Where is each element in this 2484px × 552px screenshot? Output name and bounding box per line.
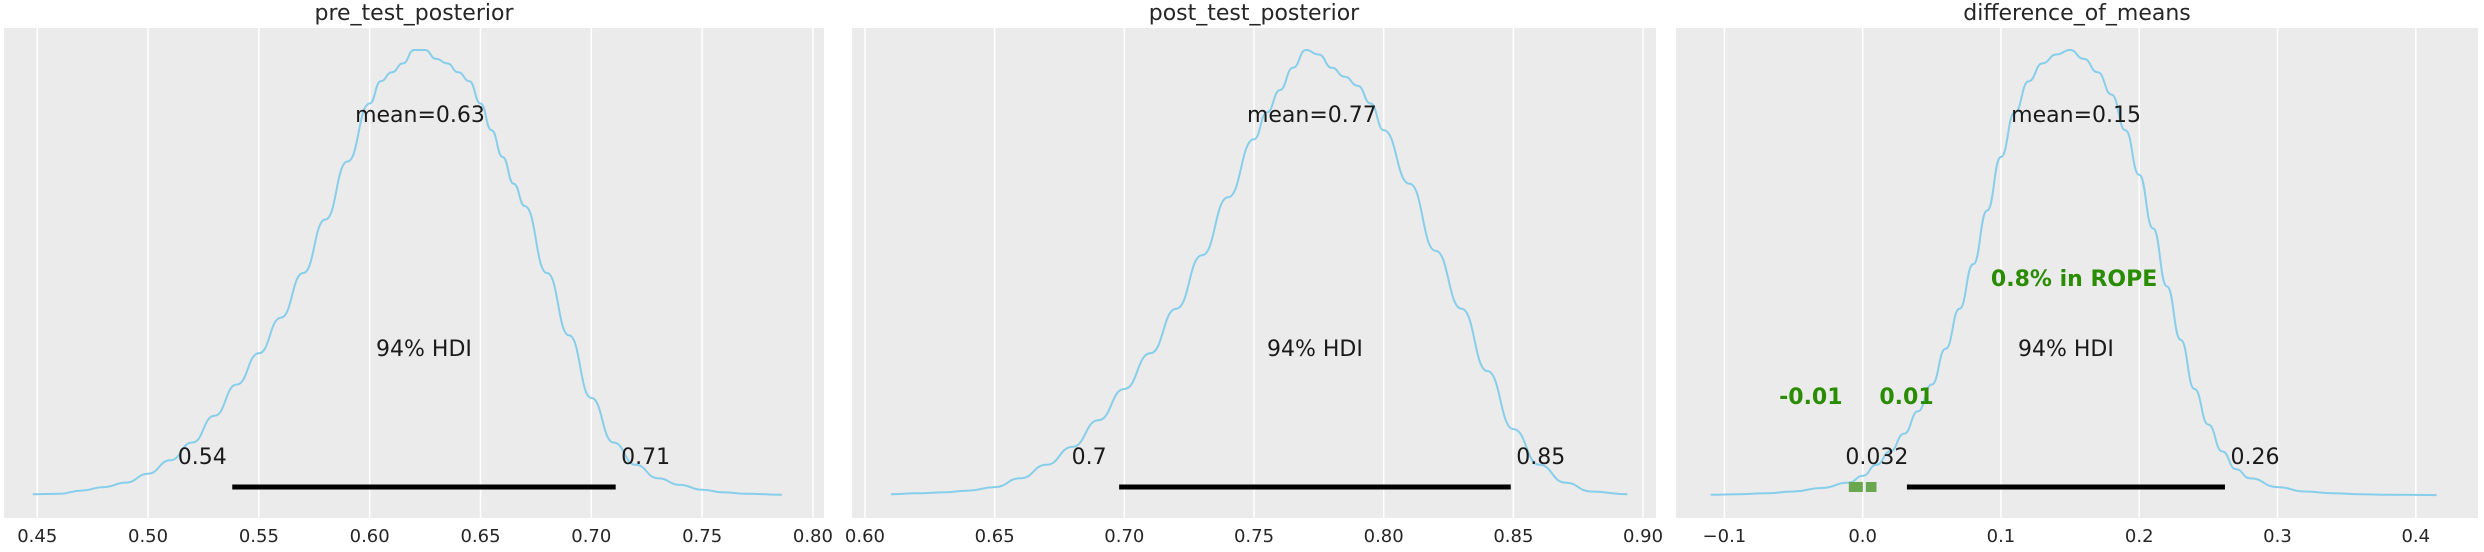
x-tick-label: 0.60 bbox=[350, 526, 390, 547]
x-tick-label: 0.75 bbox=[682, 526, 722, 547]
x-tick-label: 0.4 bbox=[2401, 526, 2430, 547]
x-tick-label: 0.65 bbox=[975, 526, 1015, 547]
density-curve bbox=[890, 48, 1628, 496]
x-tick-label: 0.70 bbox=[1104, 526, 1144, 547]
x-tick-label: 0.55 bbox=[239, 526, 279, 547]
hdi-high-label: 0.85 bbox=[1516, 445, 1565, 470]
plot-background bbox=[1676, 28, 2478, 518]
panel-difference-of-means: difference_of_means mean=0.15 94% HDI 0.… bbox=[1676, 1, 2478, 547]
hdi-high-label: 0.71 bbox=[621, 445, 670, 470]
panel-pre-test-posterior: pre_test_posterior mean=0.63 94% HDI 0.5… bbox=[4, 1, 833, 547]
panel-title: difference_of_means bbox=[1963, 1, 2191, 26]
density-curve bbox=[1710, 48, 2437, 497]
grid-lines bbox=[864, 28, 1644, 518]
hdi-high-label: 0.26 bbox=[2230, 445, 2279, 470]
x-tick-label: 0.3 bbox=[2263, 526, 2292, 547]
x-axis-ticks: 0.45 0.50 0.55 0.60 0.65 0.70 0.75 0.80 bbox=[17, 526, 833, 547]
x-tick-label: 0.0 bbox=[1848, 526, 1877, 547]
grid-lines bbox=[36, 28, 814, 518]
x-tick-label: −0.1 bbox=[1703, 526, 1747, 547]
x-tick-label: 0.2 bbox=[2125, 526, 2154, 547]
density-curve bbox=[32, 49, 782, 496]
x-tick-label: 0.1 bbox=[1987, 526, 2016, 547]
plot-background bbox=[4, 28, 824, 518]
x-axis-ticks: −0.1 0.0 0.1 0.2 0.3 0.4 bbox=[1703, 526, 2431, 547]
x-tick-label: 0.90 bbox=[1623, 526, 1663, 547]
rope-percent-label: 0.8% in ROPE bbox=[1991, 267, 2157, 292]
x-tick-label: 0.60 bbox=[845, 526, 885, 547]
grid-lines bbox=[1723, 28, 2417, 518]
mean-label: mean=0.77 bbox=[1247, 103, 1377, 128]
x-tick-label: 0.75 bbox=[1234, 526, 1274, 547]
x-axis-ticks: 0.60 0.65 0.70 0.75 0.80 0.85 0.90 bbox=[845, 526, 1663, 547]
panel-title: pre_test_posterior bbox=[314, 1, 514, 26]
x-tick-label: 0.80 bbox=[793, 526, 833, 547]
hdi-low-label: 0.54 bbox=[178, 445, 227, 470]
x-tick-label: 0.85 bbox=[1493, 526, 1533, 547]
hdi-label: 94% HDI bbox=[1267, 337, 1363, 362]
hdi-low-label: 0.032 bbox=[1845, 445, 1908, 470]
x-tick-label: 0.50 bbox=[128, 526, 168, 547]
mean-label: mean=0.15 bbox=[2011, 103, 2141, 128]
rope-low-label: -0.01 bbox=[1779, 385, 1842, 410]
hdi-label: 94% HDI bbox=[2018, 337, 2114, 362]
rope-high-label: 0.01 bbox=[1879, 385, 1933, 410]
x-tick-label: 0.65 bbox=[460, 526, 500, 547]
x-tick-label: 0.70 bbox=[571, 526, 611, 547]
x-tick-label: 0.80 bbox=[1364, 526, 1404, 547]
panel-post-test-posterior: post_test_posterior mean=0.77 94% HDI 0.… bbox=[845, 1, 1663, 547]
mean-label: mean=0.63 bbox=[355, 103, 485, 128]
panel-title: post_test_posterior bbox=[1149, 1, 1360, 26]
hdi-label: 94% HDI bbox=[376, 337, 472, 362]
hdi-low-label: 0.7 bbox=[1072, 445, 1107, 470]
x-tick-label: 0.45 bbox=[17, 526, 57, 547]
